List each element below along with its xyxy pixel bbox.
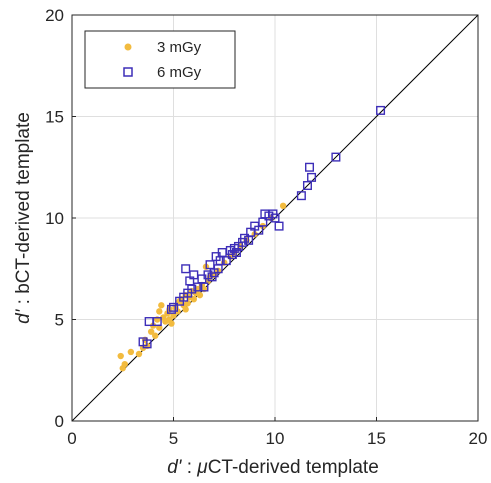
point-6mgy (305, 162, 315, 172)
legend-label-6mgy: 6 mGy (157, 64, 202, 81)
point-6mgy (166, 304, 176, 314)
point-3mgy (168, 320, 175, 327)
y-axis-label-prefix: d' (13, 308, 34, 324)
point-3mgy (127, 348, 135, 356)
point-6mgy (142, 339, 152, 349)
point-3mgy (158, 302, 165, 309)
point-6mgy (187, 284, 197, 294)
point-3mgy (135, 350, 143, 358)
legend-box (84, 30, 236, 89)
point-3mgy (182, 306, 189, 313)
point-3mgy (196, 291, 204, 299)
legend: 3 mGy 6 mGy (84, 30, 236, 89)
point-6mgy (331, 152, 341, 162)
legend-label-3mgy: 3 mGy (157, 39, 202, 56)
series-6mgy (138, 105, 386, 349)
x-tick-label: 15 (367, 429, 386, 448)
y-tick-label: 5 (55, 311, 64, 330)
x-axis-label-sep: : (181, 457, 197, 478)
point-3mgy (156, 308, 163, 315)
y-axis-label-rest: bCT-derived template (13, 112, 34, 294)
x-axis-label-prefix: d' (167, 457, 183, 478)
point-6mgy (168, 302, 178, 312)
x-tick-label: 10 (266, 429, 285, 448)
x-tick-label: 20 (469, 429, 488, 448)
point-3mgy (121, 360, 128, 368)
y-tick-label: 10 (45, 209, 64, 228)
y-tick-label: 20 (45, 6, 64, 25)
legend-marker-6mgy (123, 67, 133, 77)
x-axis-label-rest: CT-derived template (208, 457, 379, 478)
x-tick-label: 5 (169, 429, 178, 448)
point-3mgy (147, 328, 155, 335)
legend-marker-3mgy (124, 43, 132, 51)
axis-ticks: 0 5 10 15 20 0 5 10 15 20 (45, 6, 487, 448)
y-tick-label: 0 (55, 412, 64, 431)
point-6mgy (199, 282, 209, 292)
point-6mgy (376, 105, 386, 115)
x-axis-label: d' : μCT-derived template (167, 457, 379, 478)
point-6mgy (307, 172, 317, 182)
y-axis-label-sep: : (13, 294, 34, 310)
x-axis-label-mu: μ (196, 457, 208, 478)
point-6mgy (231, 248, 241, 258)
point-6mgy (274, 221, 284, 231)
point-6mgy (296, 191, 306, 201)
point-3mgy (117, 352, 124, 360)
x-tick-label: 0 (67, 429, 76, 448)
y-tick-label: 15 (45, 108, 64, 127)
point-3mgy (152, 332, 159, 339)
point-6mgy (221, 256, 231, 266)
point-6mgy (181, 264, 191, 274)
point-3mgy (279, 202, 287, 210)
point-6mgy (152, 317, 162, 327)
y-axis-label: d' : bCT-derived template (13, 112, 34, 324)
